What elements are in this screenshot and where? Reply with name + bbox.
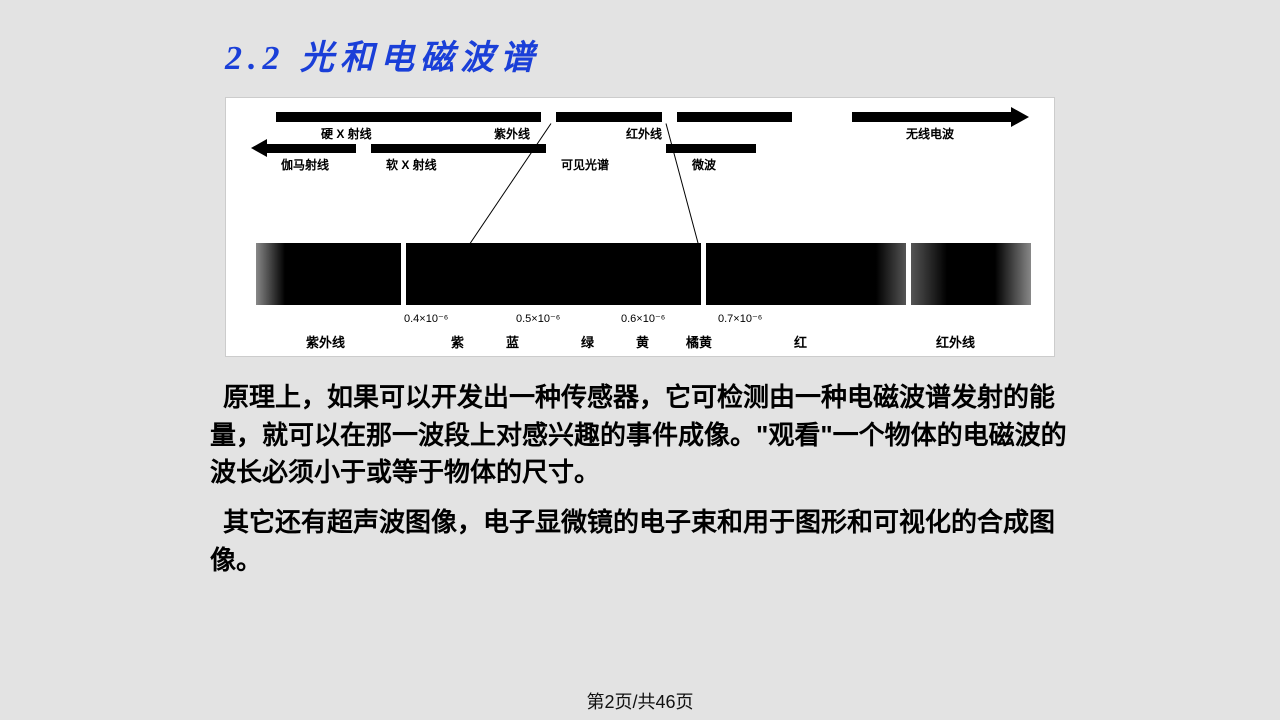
top-spectrum-bar [276, 112, 1014, 122]
color-violet: 紫 [451, 332, 464, 351]
spectrum-diagram: 硬 X 射线 紫外线 红外线 无线电波 伽马射线 软 X 射线 可见光谱 微波 … [225, 97, 1055, 357]
label-soft-xray: 软 X 射线 [386, 156, 437, 173]
label-hard-xray: 硬 X 射线 [321, 125, 372, 142]
label-gamma: 伽马射线 [281, 156, 329, 173]
label-visible: 可见光谱 [561, 156, 609, 173]
page-indicator: 第2页/共46页 [0, 688, 1280, 714]
body-text: 原理上，如果可以开发出一种传感器，它可检测由一种电磁波谱发射的能量，就可以在那一… [210, 379, 1070, 579]
color-red: 红 [794, 332, 807, 351]
color-uv: 紫外线 [306, 332, 345, 351]
second-spectrum-bar [266, 144, 546, 153]
bottom-bar-visible-1 [406, 243, 701, 305]
expansion-line-right [666, 123, 701, 249]
wavelength-3: 0.6×10⁻⁶ [621, 312, 665, 325]
color-blue: 蓝 [506, 332, 519, 351]
label-microwave: 微波 [692, 156, 716, 173]
label-ir: 红外线 [626, 125, 662, 142]
color-yellow: 黄 [636, 332, 649, 351]
bottom-bar-visible-2 [706, 243, 906, 305]
arrow-left-icon [251, 139, 267, 157]
label-uv: 紫外线 [494, 125, 530, 142]
section-title: 2.2 光和电磁波谱 [225, 30, 1280, 79]
bottom-bar-ir [911, 243, 1031, 305]
paragraph-1: 原理上，如果可以开发出一种传感器，它可检测由一种电磁波谱发射的能量，就可以在那一… [210, 379, 1070, 492]
color-green: 绿 [581, 332, 594, 351]
arrow-right-icon [1011, 107, 1029, 127]
paragraph-2: 其它还有超声波图像，电子显微镜的电子束和用于图形和可视化的合成图像。 [210, 504, 1070, 579]
wavelength-2: 0.5×10⁻⁶ [516, 312, 560, 325]
label-radio: 无线电波 [906, 125, 954, 142]
wavelength-1: 0.4×10⁻⁶ [404, 312, 448, 325]
bottom-bar-uv [256, 243, 401, 305]
color-orange: 橘黄 [686, 332, 712, 351]
wavelength-4: 0.7×10⁻⁶ [718, 312, 762, 325]
color-ir: 红外线 [936, 332, 975, 351]
